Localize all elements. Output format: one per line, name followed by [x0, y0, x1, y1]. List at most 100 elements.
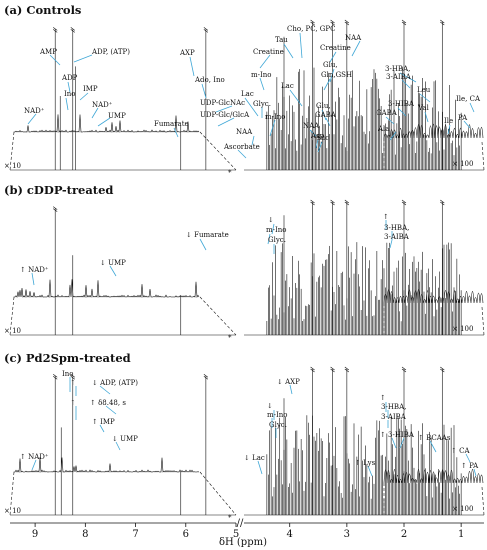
annotation-leader [389, 131, 397, 141]
peak-label: Ile, CA [456, 95, 481, 103]
peak-label: 3-AIBA [386, 73, 412, 81]
peak-truncation-mark [344, 368, 350, 373]
peak-label: ↑ [70, 399, 76, 407]
peak-label: ADP [61, 74, 78, 82]
spectrum-aliphatic-cluster [266, 67, 462, 170]
annotation-leader [389, 239, 393, 249]
annotation-leader [271, 223, 275, 235]
peak-label: ↑ IMP [92, 418, 115, 426]
peak-label: ↑ Lys [355, 459, 376, 467]
aliphatic-inset: × 100 [383, 289, 485, 336]
peak-label: 3-HIBA [388, 100, 415, 108]
annotation-leaders [27, 32, 475, 159]
x-tick-label: 8 [82, 529, 88, 540]
peak-label: NAD⁺ [24, 107, 45, 115]
peak-label: Ino [64, 90, 76, 98]
peak-label: m-Ino [265, 113, 286, 121]
peak-truncation-mark [53, 374, 58, 378]
annotation-leader [399, 72, 417, 83]
annotation-leader [201, 83, 207, 99]
peak-truncation-mark [310, 368, 315, 373]
zoom-guide-right [199, 296, 237, 336]
peak-truncation-mark [310, 201, 315, 206]
zoom-guide-left [9, 296, 15, 336]
peak-label: ↑ CA [451, 447, 470, 455]
peak-truncation-mark [344, 199, 350, 204]
annotation-leader [429, 440, 437, 453]
zoom-guide-right [199, 471, 237, 516]
annotation-leader [99, 424, 105, 433]
peak-annotations: Ino↑ ↓ ADP, (ATP)↑ ↑ δ8.48, s↑ IMP↓ UMP↑ N… [20, 370, 479, 470]
zoom-guide-left [9, 471, 15, 516]
aliphatic-inset-trace [383, 123, 484, 139]
annotation-leader [217, 117, 235, 127]
peak-label: Lac [241, 90, 254, 98]
peak-truncation-mark [70, 374, 75, 378]
annotation-leader [31, 272, 35, 286]
inset-multiplier-right: × 100 [452, 160, 473, 168]
peak-truncation-mark [344, 19, 350, 24]
peak-truncation-mark [330, 21, 335, 26]
annotation-leader [257, 460, 263, 475]
annotation-leader [399, 437, 405, 449]
peak-truncation-mark [310, 366, 315, 371]
annotation-leader [31, 459, 37, 471]
annotation-leader [315, 139, 319, 149]
annotation-leader [73, 54, 93, 63]
spectrum-aliphatic-cluster [266, 413, 462, 515]
zoom-guide-right [199, 131, 237, 171]
annotation-leader [473, 468, 477, 477]
peak-label: ↓ AXP [277, 378, 300, 386]
annotation-leader [283, 43, 294, 59]
peak-truncation-mark [310, 21, 315, 26]
annotation-leaders [31, 220, 393, 286]
annotation-leader [469, 102, 475, 113]
annotation-leader [419, 93, 431, 103]
peak-annotations: AMP ADP, (ATP) ADP Ino IMP NAD⁺ NAD⁺ UMP Fumarat… [24, 25, 481, 151]
peak-label: GABA [376, 109, 398, 117]
peak-label: ↑ [383, 213, 389, 221]
annotation-leader [79, 92, 89, 101]
peak-label: 3-HBA, [384, 224, 409, 232]
peak-label: Asp [310, 132, 325, 140]
peak-truncation-mark [53, 29, 58, 33]
peak-label: ↑ NAD⁺ [20, 453, 49, 461]
annotation-leader [329, 68, 335, 83]
annotation-leader [267, 233, 271, 245]
peak-label: Creatine [253, 48, 284, 56]
annotation-leaders [31, 377, 477, 477]
axis-break-asterisk: * [228, 334, 232, 342]
annotation-leader [67, 81, 71, 93]
peak-truncation-mark [401, 199, 407, 204]
annotation-leader [199, 238, 207, 251]
peak-label: ↓ [268, 216, 274, 224]
peak-truncation-mark [310, 19, 315, 24]
peak-truncation-mark [401, 368, 407, 373]
peak-label: ↓ UMP [100, 259, 126, 267]
zoom-guide-right [481, 306, 485, 336]
annotation-leader [65, 97, 69, 111]
annotation-leader [173, 127, 179, 138]
peak-label: AXP [179, 49, 195, 57]
peak-truncation-mark [344, 366, 350, 371]
axis-break-marker: // [237, 518, 244, 529]
annotation-leader [289, 89, 303, 107]
peak-label: ↑ δ8.48, s [90, 399, 126, 407]
annotation-leader [351, 40, 361, 57]
aliphatic-inset: × 100 [383, 468, 485, 516]
peak-label: Glyc. [253, 100, 271, 108]
annotation-leader [259, 77, 265, 91]
panel-1: (a) Controls × 10 × 100 * AMP ADP, (ATP) ADP In… [4, 3, 485, 177]
peak-annotations: ↑ NAD⁺ ↓ UMP ↓ Fumarate ↓ m-Ino Glyc. ↑ 3-HBA,3… [20, 213, 410, 274]
peak-label: ↑ BCAAs [418, 434, 451, 442]
peak-label: UDP-Glc/GlcA [200, 111, 250, 119]
aromatic-inset-trace [13, 114, 200, 133]
annotation-leader [289, 384, 293, 395]
peak-label: Suc [316, 134, 329, 142]
x-tick-label: 3 [344, 529, 350, 540]
aromatic-inset-trace [13, 279, 200, 298]
annotation-leader [27, 113, 37, 125]
axis-break-asterisk: * [228, 169, 232, 177]
peak-truncation-mark [344, 21, 350, 26]
peak-truncation-mark [440, 199, 445, 204]
